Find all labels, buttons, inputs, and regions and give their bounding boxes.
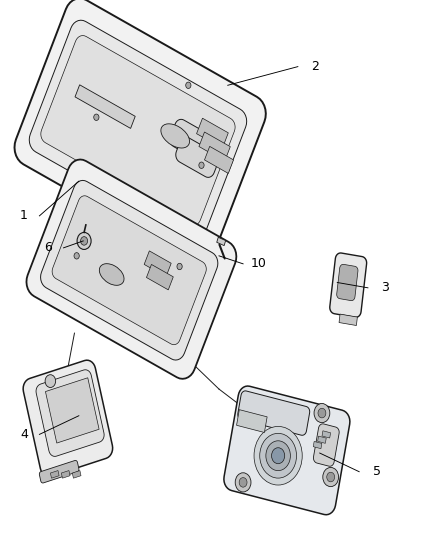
- Circle shape: [199, 162, 204, 168]
- Polygon shape: [339, 314, 357, 326]
- Polygon shape: [41, 180, 218, 360]
- Polygon shape: [314, 424, 339, 466]
- Polygon shape: [205, 147, 233, 173]
- Polygon shape: [39, 461, 79, 483]
- Polygon shape: [322, 431, 331, 438]
- Polygon shape: [61, 471, 70, 478]
- Text: 2: 2: [311, 60, 319, 73]
- Circle shape: [239, 478, 247, 487]
- Polygon shape: [23, 360, 113, 477]
- Circle shape: [45, 375, 56, 387]
- Polygon shape: [170, 119, 215, 163]
- Polygon shape: [144, 251, 171, 277]
- Polygon shape: [197, 118, 228, 148]
- Circle shape: [177, 263, 182, 270]
- Text: 3: 3: [381, 281, 389, 294]
- Polygon shape: [26, 159, 237, 379]
- Circle shape: [272, 448, 285, 464]
- Polygon shape: [330, 253, 367, 317]
- Polygon shape: [318, 436, 326, 443]
- Circle shape: [314, 403, 330, 423]
- Circle shape: [266, 441, 290, 471]
- Polygon shape: [72, 471, 81, 478]
- Polygon shape: [146, 264, 173, 290]
- Circle shape: [260, 433, 297, 478]
- Polygon shape: [52, 196, 206, 345]
- Text: 10: 10: [251, 257, 266, 270]
- Circle shape: [81, 237, 88, 245]
- Ellipse shape: [161, 124, 190, 148]
- Polygon shape: [14, 0, 266, 263]
- Polygon shape: [224, 386, 350, 515]
- Circle shape: [94, 114, 99, 120]
- Polygon shape: [217, 237, 226, 246]
- Polygon shape: [337, 264, 358, 301]
- Polygon shape: [41, 36, 235, 225]
- Circle shape: [327, 472, 335, 482]
- Circle shape: [77, 232, 91, 249]
- Text: 5: 5: [373, 465, 381, 478]
- Polygon shape: [238, 391, 310, 435]
- Circle shape: [74, 253, 79, 259]
- Ellipse shape: [99, 264, 124, 285]
- Polygon shape: [50, 471, 59, 478]
- Circle shape: [254, 426, 302, 485]
- Circle shape: [323, 467, 339, 487]
- Polygon shape: [36, 370, 104, 456]
- Polygon shape: [75, 85, 135, 128]
- Polygon shape: [313, 441, 322, 449]
- Text: 6: 6: [44, 241, 52, 254]
- Polygon shape: [237, 410, 267, 432]
- Polygon shape: [29, 20, 247, 241]
- Circle shape: [235, 473, 251, 492]
- Polygon shape: [199, 132, 230, 161]
- Text: 1: 1: [20, 209, 28, 222]
- Polygon shape: [176, 137, 219, 177]
- Circle shape: [186, 82, 191, 88]
- Polygon shape: [46, 378, 99, 443]
- Text: 4: 4: [20, 428, 28, 441]
- Circle shape: [318, 408, 326, 418]
